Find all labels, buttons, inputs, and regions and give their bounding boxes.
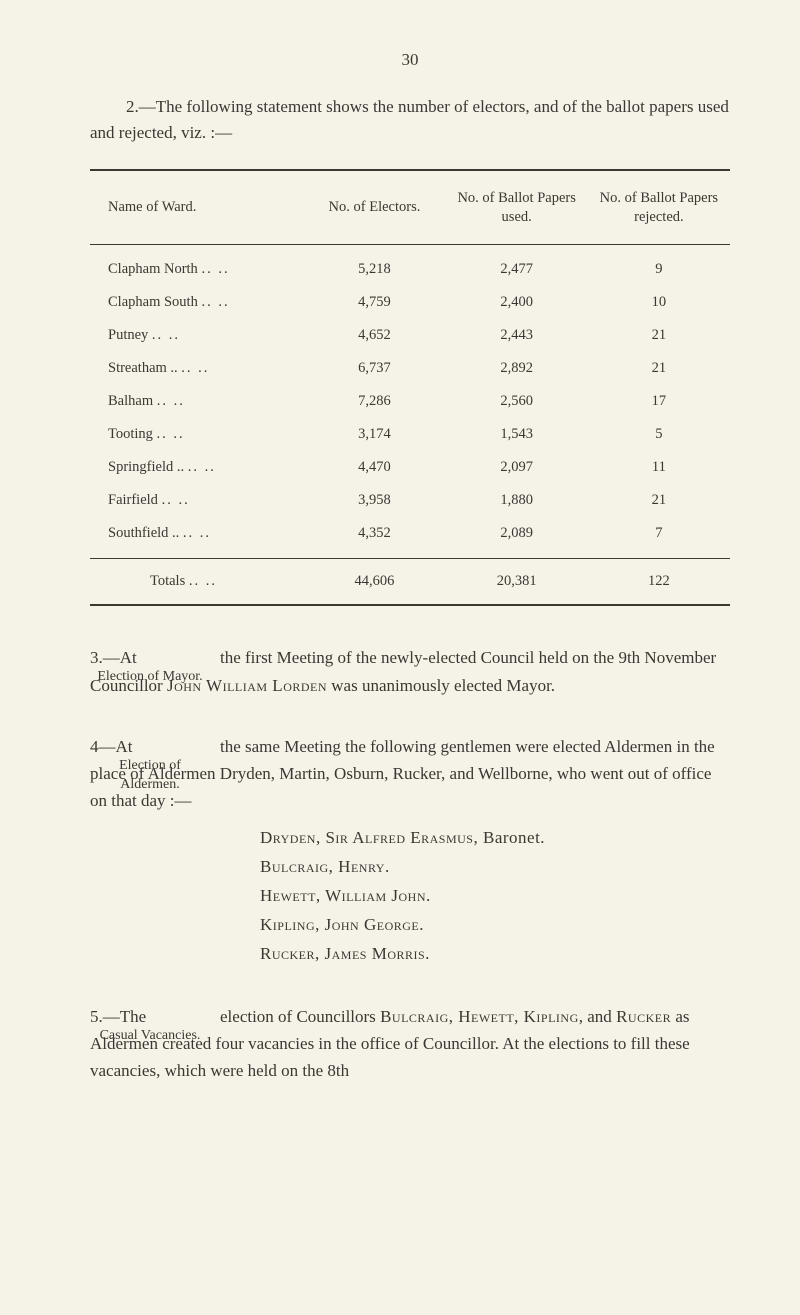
- cell-electors: 5,218: [303, 245, 445, 287]
- cell-ward: Tooting .. ..: [90, 418, 303, 451]
- table-row: Streatham .. .. ..6,7372,89221: [90, 352, 730, 385]
- col-header-used: No. of Ballot Papers used.: [446, 171, 588, 245]
- cell-used: 2,443: [446, 319, 588, 352]
- cell-used: 2,097: [446, 451, 588, 484]
- cell-rejected: 17: [588, 385, 730, 418]
- cell-used: 2,400: [446, 286, 588, 319]
- sidenote-mayor: Election of Mayor.: [90, 668, 210, 687]
- table-row: Springfield .. .. ..4,4702,09711: [90, 451, 730, 484]
- page: 30 2.—The following statement shows the …: [0, 0, 800, 1315]
- totals-label: Totals .. ..: [90, 559, 303, 605]
- cell-ward: Putney .. ..: [90, 319, 303, 352]
- intro-paragraph: 2.—The following statement shows the num…: [90, 94, 730, 147]
- alderman-name: Bulcraig, Henry.: [260, 853, 730, 882]
- page-number: 30: [90, 50, 730, 70]
- cell-electors: 4,652: [303, 319, 445, 352]
- cell-used: 2,560: [446, 385, 588, 418]
- sidenote-vacancies: Casual Vacancies.: [90, 1027, 210, 1046]
- table-row: Tooting .. ..3,1741,5435: [90, 418, 730, 451]
- alderman-name: Dryden, Sir Alfred Erasmus, Baronet.: [260, 824, 730, 853]
- cell-electors: 4,759: [303, 286, 445, 319]
- electors-table: Name of Ward. No. of Electors. No. of Ba…: [90, 171, 730, 605]
- alderman-name: Hewett, William John.: [260, 882, 730, 911]
- cell-rejected: 10: [588, 286, 730, 319]
- table-row: Southfield .. .. ..4,3522,0897: [90, 517, 730, 559]
- table-header-row: Name of Ward. No. of Electors. No. of Ba…: [90, 171, 730, 245]
- cell-used: 1,880: [446, 484, 588, 517]
- cell-ward: Fairfield .. ..: [90, 484, 303, 517]
- totals-rejected: 122: [588, 559, 730, 605]
- table-row: Clapham South .. ..4,7592,40010: [90, 286, 730, 319]
- totals-electors: 44,606: [303, 559, 445, 605]
- cell-electors: 7,286: [303, 385, 445, 418]
- col-header-electors: No. of Electors.: [303, 171, 445, 245]
- cell-rejected: 21: [588, 352, 730, 385]
- table-totals-row: Totals .. .. 44,606 20,381 122: [90, 559, 730, 605]
- cell-used: 1,543: [446, 418, 588, 451]
- table-row: Fairfield .. ..3,9581,88021: [90, 484, 730, 517]
- aldermen-name-list: Dryden, Sir Alfred Erasmus, Baronet.Bulc…: [260, 824, 730, 968]
- table-row: Clapham North .. ..5,2182,4779: [90, 245, 730, 287]
- cell-ward: Springfield .. .. ..: [90, 451, 303, 484]
- cell-used: 2,477: [446, 245, 588, 287]
- cell-ward: Clapham North .. ..: [90, 245, 303, 287]
- cell-electors: 4,470: [303, 451, 445, 484]
- cell-used: 2,892: [446, 352, 588, 385]
- table-row: Balham .. ..7,2862,56017: [90, 385, 730, 418]
- cell-rejected: 21: [588, 319, 730, 352]
- totals-used: 20,381: [446, 559, 588, 605]
- sidenote-aldermen: Election of Aldermen.: [90, 757, 210, 795]
- cell-electors: 3,958: [303, 484, 445, 517]
- cell-rejected: 11: [588, 451, 730, 484]
- cell-electors: 3,174: [303, 418, 445, 451]
- cell-ward: Streatham .. .. ..: [90, 352, 303, 385]
- cell-rejected: 9: [588, 245, 730, 287]
- col-header-ward: Name of Ward.: [90, 171, 303, 245]
- alderman-name: Rucker, James Morris.: [260, 940, 730, 969]
- table-body: Clapham North .. ..5,2182,4779Clapham So…: [90, 245, 730, 559]
- cell-used: 2,089: [446, 517, 588, 559]
- cell-ward: Balham .. ..: [90, 385, 303, 418]
- cell-ward: Southfield .. .. ..: [90, 517, 303, 559]
- paragraph-3: Election of Mayor. 3.—Atthe first Meetin…: [90, 644, 730, 698]
- electors-table-wrap: Name of Ward. No. of Electors. No. of Ba…: [90, 169, 730, 607]
- paragraph-5: Casual Vacancies. 5.—Theelection of Coun…: [90, 1003, 730, 1085]
- cell-rejected: 5: [588, 418, 730, 451]
- paragraph-4: Election of Aldermen. 4—Atthe same Meeti…: [90, 733, 730, 969]
- cell-rejected: 7: [588, 517, 730, 559]
- cell-electors: 6,737: [303, 352, 445, 385]
- col-header-rejected: No. of Ballot Papers rejected.: [588, 171, 730, 245]
- cell-ward: Clapham South .. ..: [90, 286, 303, 319]
- cell-electors: 4,352: [303, 517, 445, 559]
- alderman-name: Kipling, John George.: [260, 911, 730, 940]
- table-row: Putney .. ..4,6522,44321: [90, 319, 730, 352]
- cell-rejected: 21: [588, 484, 730, 517]
